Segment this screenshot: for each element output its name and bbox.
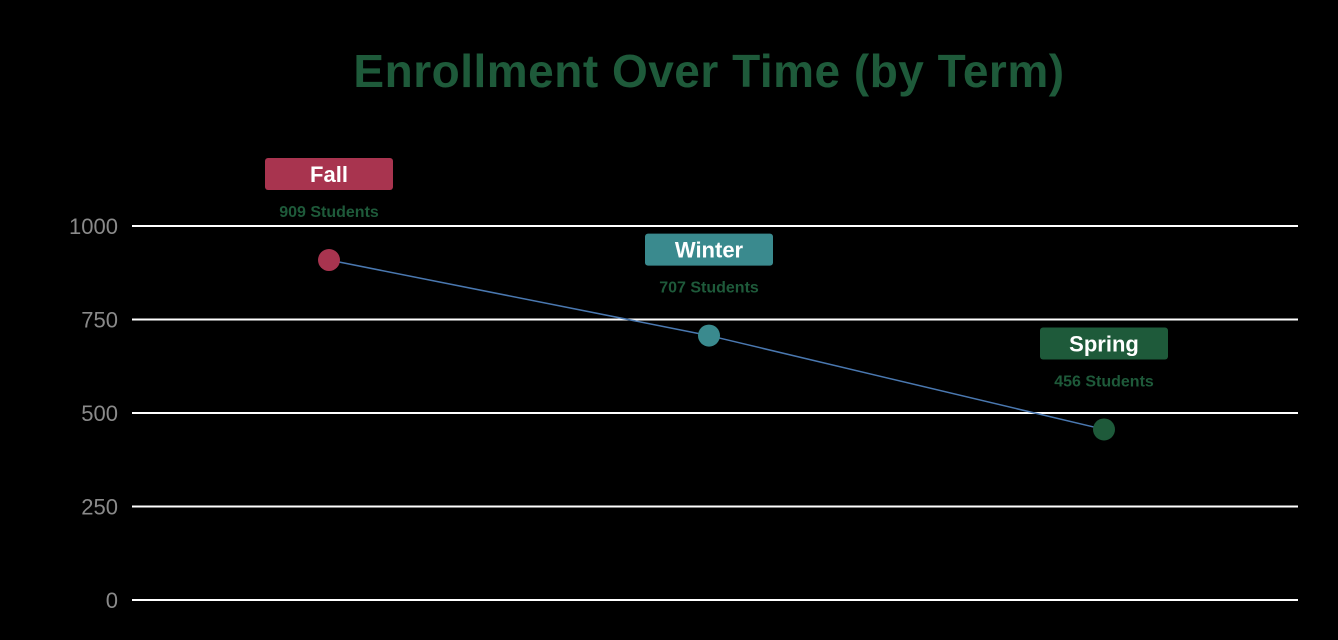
y-tick-label: 0 — [106, 588, 118, 613]
y-tick-label: 750 — [81, 308, 118, 333]
y-tick-label: 500 — [81, 401, 118, 426]
data-point — [1093, 418, 1115, 441]
y-tick-label: 1000 — [69, 214, 118, 239]
category-label: Winter — [675, 238, 744, 263]
category-label-box — [1040, 327, 1168, 360]
data-point — [318, 249, 340, 272]
category-labels: Fall 909 Students Winter 707 Students Spring… — [265, 158, 1168, 390]
data-points — [318, 249, 1115, 441]
gridlines: 0 250 500 750 1000 — [69, 214, 1298, 613]
category-label-box — [265, 158, 393, 191]
data-label: 707 Students — [659, 280, 759, 297]
chart-title: Enrollment Over Time (by Term) — [353, 45, 1065, 97]
data-label: 909 Students — [279, 204, 379, 221]
data-label: 456 Students — [1054, 373, 1154, 390]
category-label: Spring — [1069, 331, 1139, 356]
data-point — [698, 324, 720, 347]
category-label-box — [645, 233, 773, 266]
y-tick-label: 250 — [81, 495, 118, 520]
category-label: Fall — [310, 162, 348, 187]
